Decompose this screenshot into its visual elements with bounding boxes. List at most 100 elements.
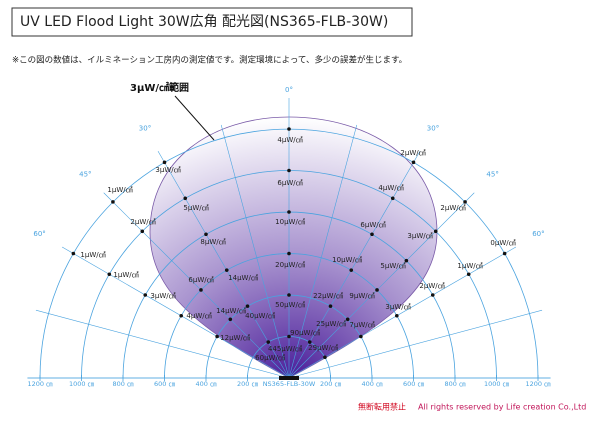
point-dot (287, 251, 291, 256)
point-dot (345, 317, 350, 322)
distance-label: 200 ㎝ (320, 380, 341, 388)
point-label: 60μW/㎠ (255, 354, 285, 362)
point-dot (502, 251, 507, 256)
radial-line (288, 192, 475, 379)
point-dot (463, 200, 467, 204)
angle-label: 30° (139, 125, 151, 133)
distance-label: 600 ㎝ (154, 380, 175, 388)
point-label: 4μW/㎠ (378, 184, 403, 192)
title-box (11, 7, 413, 37)
point-label: 3μW/㎠ (155, 166, 180, 174)
distance-label: 200 ㎝ (237, 380, 258, 388)
footer-warning: 無断転用禁止 (358, 402, 406, 412)
point-dot (404, 258, 409, 263)
angle-label: 45° (486, 170, 498, 178)
point-label: 3μW/㎠ (407, 232, 432, 240)
radial-line (288, 150, 421, 379)
point-dot (287, 210, 291, 214)
point-dot (359, 334, 363, 339)
point-dot (375, 288, 379, 292)
point-label: 50μW/㎠ (275, 301, 305, 309)
point-label: 3μW/㎠ (385, 303, 410, 311)
angle-label: 45° (79, 170, 91, 178)
note: ※この図の数値は、イルミネーション工房内の測定値です。測定環境によって、多少の誤… (12, 55, 407, 66)
point-dot (228, 317, 233, 322)
point-dot (395, 313, 399, 318)
point-dot (433, 229, 438, 234)
point-dot (179, 313, 183, 318)
point-label: 6μW/㎠ (277, 179, 302, 187)
radial-line (288, 246, 517, 379)
point-label: 12μW/㎠ (220, 334, 250, 342)
point-dot (224, 268, 229, 272)
point-dot (245, 304, 250, 308)
point-label: 8μW/㎠ (200, 238, 225, 246)
point-dot (287, 334, 291, 339)
point-label: 2μW/㎠ (419, 282, 444, 290)
point-label: 445μW/㎠ (268, 345, 302, 353)
point-dot (323, 355, 327, 360)
point-dot (411, 160, 416, 165)
point-dot (430, 293, 435, 297)
radial-line (35, 309, 290, 379)
point-label: 1μW/㎠ (113, 271, 138, 279)
distance-label: 600 ㎝ (403, 380, 424, 388)
point-label: 0μW/㎠ (490, 239, 515, 247)
point-label: 3μW/㎠ (150, 292, 175, 300)
point-dot (215, 334, 219, 339)
radial-line (61, 246, 290, 379)
measurement-points: 3μW/㎠ 1μW/㎠ 5μW/㎠ 2μW/㎠ 8μW/㎠ 1μW/㎠ 14μW/㎠ 1μW/… (71, 127, 516, 362)
radial-line (157, 150, 290, 379)
point-dot (307, 340, 312, 344)
distance-label: 1200 ㎝ (27, 380, 53, 388)
point-dot (111, 200, 115, 204)
point-label: 4μW/㎠ (186, 312, 211, 320)
point-label: 9μW/㎠ (349, 292, 374, 300)
point-label: 6μW/㎠ (188, 276, 213, 284)
point-label: 90μW/㎠ (290, 329, 320, 337)
point-label: 2μW/㎠ (130, 218, 155, 226)
point-label: 22μW/㎠ (313, 292, 343, 300)
distance-label: 400 ㎝ (362, 380, 383, 388)
footer-rights: All rights reserved by Life creation Co.… (418, 403, 586, 412)
title: UV LED Flood Light 30W広角 配光図(NS365-FLB-3… (20, 14, 388, 30)
distance-label: 800 ㎝ (113, 380, 134, 388)
point-label: 4μW/㎠ (277, 136, 302, 144)
distance-label: 800 ㎝ (445, 380, 466, 388)
point-label: 14μW/㎠ (228, 274, 258, 282)
point-dot (140, 229, 145, 234)
distance-label: 1000 ㎝ (484, 380, 510, 388)
source (279, 376, 299, 380)
point-label: 1μW/㎠ (107, 186, 132, 194)
point-dot (71, 251, 76, 256)
distance-label: 400 ㎝ (196, 380, 217, 388)
point-dot (204, 232, 208, 237)
radial-line (288, 309, 543, 379)
point-dot (162, 160, 167, 165)
distance-label: 1200 ㎝ (525, 380, 551, 388)
point-dot (370, 232, 374, 237)
point-label: 5μW/㎠ (380, 262, 405, 270)
point-label: 6μW/㎠ (360, 221, 385, 229)
range-label: 3μW/㎠範囲 (130, 81, 189, 94)
distance-label: 1000 ㎝ (69, 380, 95, 388)
angle-label: 60° (532, 230, 544, 238)
point-dot (183, 196, 188, 201)
point-label: 1μW/㎠ (80, 251, 105, 259)
point-dot (143, 293, 148, 297)
point-label: 20μW/㎠ (275, 261, 305, 269)
radial-line (288, 124, 358, 379)
point-label: 5μW/㎠ (183, 204, 208, 212)
range-pointer (174, 95, 215, 141)
point-label: 10μW/㎠ (332, 256, 362, 264)
point-dot (466, 272, 471, 277)
radial-line (103, 192, 290, 379)
light-distribution (149, 116, 438, 379)
angle-label: 60° (33, 230, 45, 238)
point-label: 14μW/㎠ (216, 307, 246, 315)
point-dot (349, 268, 354, 272)
point-label: 2μW/㎠ (400, 149, 425, 157)
point-dot (266, 340, 271, 344)
point-dot (107, 272, 112, 277)
